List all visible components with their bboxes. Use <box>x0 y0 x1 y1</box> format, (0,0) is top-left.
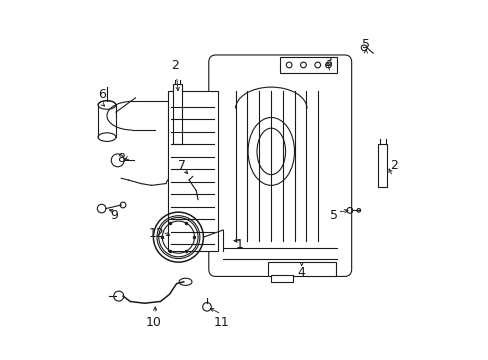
Text: 5: 5 <box>361 38 369 51</box>
Text: 8: 8 <box>117 152 125 165</box>
Text: 2: 2 <box>170 59 179 72</box>
Text: 12: 12 <box>149 227 164 240</box>
Bar <box>271 275 292 282</box>
Bar <box>167 91 217 251</box>
Text: 9: 9 <box>110 209 118 222</box>
Bar <box>173 84 182 144</box>
Text: 2: 2 <box>390 159 398 172</box>
Text: 11: 11 <box>213 316 229 329</box>
Text: 6: 6 <box>98 88 105 101</box>
Text: 7: 7 <box>178 159 185 172</box>
Text: 5: 5 <box>329 209 337 222</box>
Text: 4: 4 <box>297 266 305 279</box>
Text: 3: 3 <box>324 55 332 69</box>
Text: 10: 10 <box>145 316 161 329</box>
Bar <box>267 262 335 276</box>
Bar <box>378 144 386 187</box>
Bar <box>280 57 337 73</box>
FancyBboxPatch shape <box>208 55 351 276</box>
Text: 1: 1 <box>235 238 243 251</box>
